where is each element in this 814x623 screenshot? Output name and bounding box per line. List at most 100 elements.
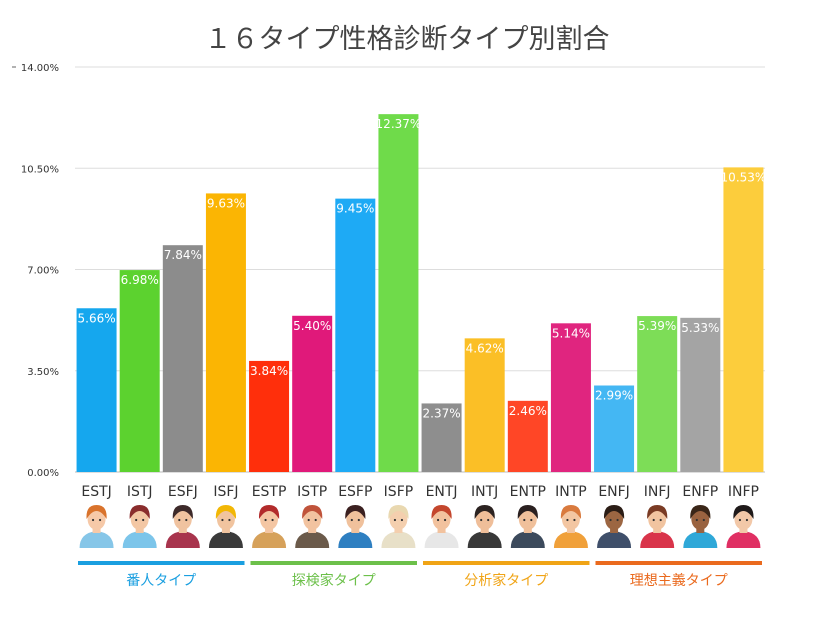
x-tick-label: ISFP (384, 484, 414, 500)
x-tick-label: INTJ (471, 484, 498, 500)
avatar-eye (523, 518, 526, 522)
avatar-face (303, 508, 322, 530)
avatar-hair (733, 505, 754, 519)
x-tick-label: ENFJ (598, 484, 630, 500)
data-label: 4.62% (466, 341, 504, 355)
avatar-face (561, 508, 580, 530)
woman-avatar-icon (122, 505, 157, 548)
group-label: 番人タイプ (126, 573, 196, 589)
bar (205, 193, 246, 473)
data-label: 9.45% (336, 202, 374, 216)
avatar-eye (659, 518, 662, 522)
bar (119, 270, 160, 472)
avatar-face (389, 508, 408, 530)
avatar-eye (178, 518, 181, 522)
x-tick-label: ISTP (297, 484, 327, 500)
data-label: 2.37% (423, 406, 461, 420)
bar (249, 360, 290, 472)
avatar-hair (258, 505, 280, 519)
x-tick-label: ENFP (682, 484, 718, 500)
avatar-body (467, 531, 502, 548)
x-tick-label: ENTP (510, 484, 546, 500)
y-tick-label: 3.50% (27, 367, 59, 378)
avatar-eye (185, 518, 188, 522)
avatar-eye (91, 518, 95, 522)
x-tick-label: ISFJ (213, 484, 238, 500)
avatar-eye (228, 518, 231, 522)
x-axis: ESTJ ISTJ ESFJ ISFJ ESTP ISTP ESFP ISFP ENTJ INTJ… (81, 484, 759, 500)
avatar-hair (431, 505, 452, 519)
avatar-eye (142, 518, 145, 522)
avatar-hair (560, 505, 582, 519)
man-avatar-icon (553, 505, 588, 548)
avatar-hair (517, 505, 538, 519)
avatar-body (165, 531, 200, 548)
avatar-eye (616, 518, 619, 522)
avatar-hair (129, 505, 150, 519)
bar (637, 316, 678, 472)
avatar-eye (271, 518, 274, 522)
x-tick-label: INFP (728, 484, 759, 500)
avatar-hair (302, 505, 323, 519)
x-tick-label: ENTJ (426, 484, 458, 500)
avatar-body (122, 531, 157, 548)
avatar-eye (609, 518, 612, 522)
avatar-face (260, 508, 279, 530)
man-avatar-icon (510, 505, 545, 548)
avatar-face (691, 508, 710, 530)
group-line (250, 561, 417, 565)
bar (76, 308, 117, 472)
avatar-body (553, 531, 588, 548)
avatar-face (173, 508, 192, 530)
avatar-body (424, 531, 459, 548)
woman-avatar-icon (79, 505, 114, 548)
y-tick-label: 14.00% (21, 63, 59, 74)
avatar-face (346, 508, 365, 530)
bar (680, 317, 721, 472)
avatar-face (518, 508, 537, 530)
worker-avatar-icon (208, 505, 243, 548)
data-label: 10.53% (721, 170, 767, 184)
data-label: 7.84% (164, 248, 202, 262)
avatar-eye (530, 518, 533, 522)
avatar-eye (566, 518, 569, 522)
avatar-body (252, 531, 287, 548)
avatar-hair (215, 505, 237, 519)
data-label: 2.99% (595, 389, 633, 403)
avatar-body (295, 531, 330, 548)
avatar-body (510, 531, 545, 548)
x-tick-label: INFJ (644, 484, 671, 500)
avatar-face (475, 508, 494, 530)
avatar-face (605, 508, 624, 530)
avatar-body (79, 531, 114, 548)
avatar-eye (98, 518, 102, 522)
avatar-eye (738, 518, 742, 522)
group-legend: 番人タイプ 探検家タイプ 分析家タイプ 理想主義タイプ (78, 561, 762, 589)
avatar-hair (647, 505, 668, 519)
avatar-hair (690, 505, 711, 519)
avatar-eye (307, 518, 310, 522)
man-avatar-icon (295, 505, 330, 548)
avatar-body (597, 531, 632, 548)
data-label: 6.98% (121, 273, 159, 287)
avatar-body (683, 531, 718, 548)
bar (594, 385, 635, 472)
bar (162, 245, 203, 472)
avatar-face (130, 508, 149, 530)
y-axis: 0.00% 3.50% 7.00% 10.50% 14.00% (12, 63, 59, 479)
avatar-eye (135, 518, 138, 522)
bar (378, 114, 419, 473)
avatar-body (640, 531, 675, 548)
avatar-eye (695, 518, 698, 522)
avatar-body (381, 531, 416, 548)
bars: 5.66% 6.98% 7.84% 9.63% 3.84% 5.40% 9.45% 12.37… (76, 114, 767, 473)
data-label: 3.84% (250, 364, 288, 378)
avatar-hair (603, 505, 625, 519)
y-tick-label: 10.50% (21, 164, 59, 175)
avatar-eye (745, 518, 749, 522)
group-label: 分析家タイプ (464, 572, 548, 589)
bar (292, 315, 333, 472)
avatar-eye (393, 518, 397, 522)
data-label: 5.33% (681, 321, 719, 335)
bar (421, 403, 462, 472)
